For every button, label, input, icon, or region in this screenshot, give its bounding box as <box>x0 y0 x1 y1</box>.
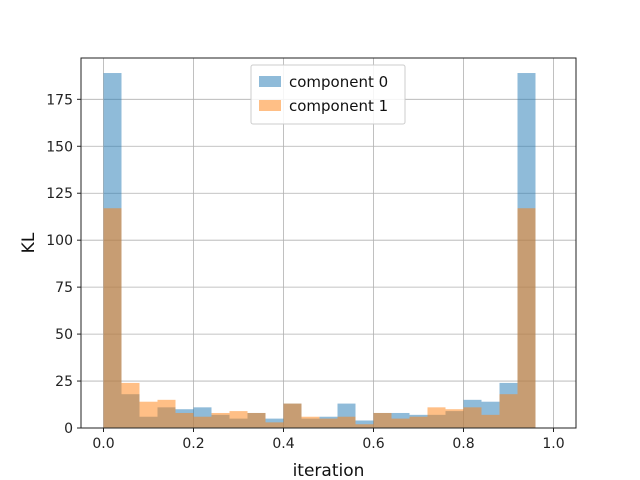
bar-component-1-bin-1 <box>121 382 140 428</box>
legend-box <box>250 64 406 125</box>
x-tick-label: 0.0 <box>92 436 114 452</box>
bar-component-1-bin-15 <box>373 412 392 428</box>
y-tick-label: 75 <box>55 280 73 296</box>
bar-component-1-bin-0 <box>103 208 122 428</box>
y-tick-label: 25 <box>55 374 73 390</box>
x-tick-label: 1.0 <box>542 436 564 452</box>
bar-component-1-bin-22 <box>499 394 518 428</box>
y-tick-label: 50 <box>55 327 73 343</box>
legend: component 0 component 1 <box>250 64 406 125</box>
x-tick-label: 0.6 <box>362 436 384 452</box>
bar-component-1-bin-3 <box>157 399 176 428</box>
bar-component-1-bin-12 <box>319 418 338 428</box>
x-tick-label: 0.4 <box>272 436 294 452</box>
bar-component-1-bin-11 <box>301 416 320 428</box>
bar-component-1-bin-4 <box>175 412 194 428</box>
y-axis-label: KL <box>19 232 39 253</box>
bar-component-1-bin-2 <box>139 401 158 428</box>
legend-label-component-1: component 1 <box>289 97 388 115</box>
bar-component-1-bin-13 <box>337 416 356 428</box>
axis-ticks: 0.0 0.2 0.4 0.6 0.8 1.0 0 25 50 75 100 125 150 175 <box>46 92 564 452</box>
x-axis-label: iteration <box>293 461 365 480</box>
bar-component-1-bin-23 <box>517 208 536 428</box>
y-tick-label: 125 <box>46 186 73 202</box>
bar-component-1-bin-7 <box>229 411 248 428</box>
bar-component-1-bin-8 <box>247 412 266 428</box>
bars-component-1 <box>103 208 536 428</box>
legend-swatch-component-1 <box>259 100 281 111</box>
y-tick-label: 100 <box>46 233 73 249</box>
x-tick-label: 0.2 <box>182 436 204 452</box>
bar-component-1-bin-19 <box>445 409 464 428</box>
y-tick-label: 150 <box>46 139 73 155</box>
bar-component-1-bin-18 <box>427 407 446 428</box>
bar-component-1-bin-14 <box>355 424 374 428</box>
bar-component-1-bin-16 <box>391 418 410 428</box>
plot-frame <box>80 57 577 429</box>
legend-swatch-component-0 <box>259 76 281 87</box>
y-tick-label: 0 <box>64 421 73 437</box>
bar-component-1-bin-17 <box>409 416 428 428</box>
bar-component-1-bin-6 <box>211 412 230 428</box>
x-tick-label: 0.8 <box>452 436 474 452</box>
bar-component-1-bin-9 <box>265 422 284 428</box>
bar-component-1-bin-21 <box>481 414 500 428</box>
y-tick-label: 175 <box>46 92 73 108</box>
bar-component-1-bin-20 <box>463 407 482 428</box>
bar-component-1-bin-5 <box>193 416 212 428</box>
bar-component-1-bin-10 <box>283 403 302 428</box>
legend-label-component-0: component 0 <box>289 73 388 91</box>
